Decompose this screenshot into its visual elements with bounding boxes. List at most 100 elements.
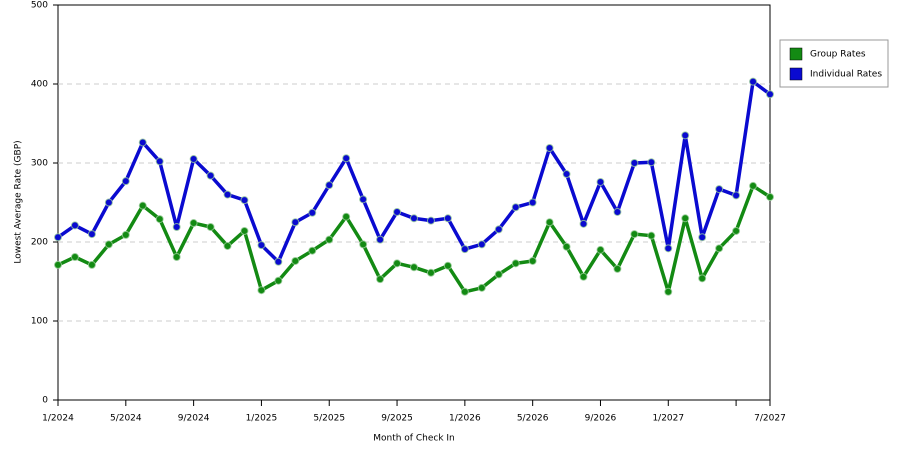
point: [138, 201, 147, 210]
point: [749, 181, 758, 190]
point: [698, 274, 707, 283]
point: [681, 131, 690, 140]
point: [104, 198, 113, 207]
point: [647, 231, 656, 240]
point: [562, 242, 571, 251]
point: [359, 195, 368, 204]
point: [54, 233, 62, 242]
point: [308, 208, 317, 217]
point: [87, 260, 96, 269]
point: [579, 219, 588, 228]
point: [206, 222, 215, 231]
x-tick-label: 7/2027: [754, 414, 786, 424]
point: [749, 77, 758, 86]
point: [274, 257, 283, 266]
point: [562, 170, 571, 179]
x-tick-label: 5/2024: [110, 414, 142, 424]
point: [596, 177, 605, 186]
legend-label: Group Rates: [810, 50, 866, 60]
point: [376, 235, 385, 244]
point: [410, 263, 418, 272]
point: [494, 225, 503, 234]
x-tick-label: 5/2025: [313, 414, 345, 424]
point: [393, 259, 402, 268]
legend-swatch: [789, 67, 803, 81]
plot-frame: [57, 4, 771, 401]
point: [426, 216, 435, 225]
point: [528, 256, 537, 265]
point: [274, 276, 283, 285]
y-tick-label: 400: [31, 80, 48, 90]
point: [664, 287, 673, 296]
point: [189, 219, 198, 228]
point: [359, 240, 368, 249]
x-tick-label: 9/2025: [381, 414, 413, 424]
point: [393, 207, 402, 216]
y-axis-label: Lowest Average Rate (GBP): [14, 140, 24, 263]
point: [410, 214, 418, 223]
point: [206, 171, 215, 180]
y-tick-label: 200: [31, 238, 48, 248]
point: [443, 261, 452, 270]
point: [376, 275, 385, 284]
legend-label: Individual Rates: [810, 70, 882, 80]
point: [732, 191, 741, 200]
point: [291, 218, 300, 227]
point: [477, 283, 486, 292]
point: [325, 181, 334, 190]
point: [460, 245, 469, 254]
point: [715, 185, 724, 194]
point: [443, 214, 452, 223]
point: [630, 159, 639, 167]
x-tick-label: 1/2026: [449, 414, 481, 424]
point: [172, 253, 181, 262]
point: [291, 256, 300, 265]
x-axis-label: Month of Check In: [373, 434, 455, 444]
point: [325, 235, 334, 244]
point: [630, 230, 639, 239]
series-line: [57, 184, 771, 294]
point: [613, 207, 622, 216]
x-tick-label: 1/2024: [42, 414, 74, 424]
point: [240, 226, 249, 235]
point: [70, 253, 79, 262]
point: [342, 154, 351, 163]
legend-swatch: [789, 47, 803, 61]
point: [240, 196, 249, 205]
point: [732, 226, 741, 235]
point: [511, 203, 520, 212]
point: [766, 90, 774, 99]
y-tick-label: 0: [42, 396, 48, 406]
y-tick-label: 300: [31, 159, 48, 169]
point: [54, 260, 62, 269]
point: [189, 155, 198, 164]
x-tick-label: 9/2024: [178, 414, 210, 424]
point: [715, 244, 724, 253]
point: [664, 244, 673, 253]
point: [477, 240, 486, 249]
point: [257, 286, 266, 295]
point: [766, 192, 774, 201]
point: [596, 245, 605, 254]
point: [342, 212, 351, 221]
point: [121, 230, 130, 239]
point: [647, 158, 656, 167]
y-tick-label: 100: [31, 317, 48, 327]
y-tick-label: 500: [31, 1, 48, 11]
point: [460, 287, 469, 296]
point: [545, 218, 554, 227]
point: [172, 222, 181, 231]
point: [511, 259, 520, 268]
point: [698, 233, 707, 242]
point: [155, 157, 164, 166]
point: [121, 177, 130, 186]
point: [426, 268, 435, 277]
point: [494, 270, 503, 279]
x-tick-label: 1/2025: [246, 414, 278, 424]
x-tick-label: 5/2026: [517, 414, 549, 424]
point: [104, 240, 113, 249]
point: [308, 246, 317, 255]
point: [681, 214, 690, 223]
